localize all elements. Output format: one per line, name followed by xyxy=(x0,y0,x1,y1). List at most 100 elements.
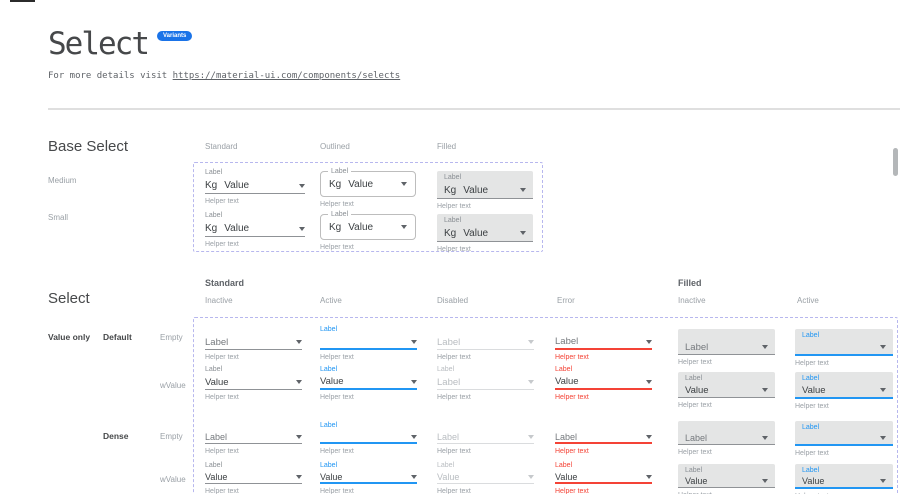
row-default-empty: Empty xyxy=(160,333,183,342)
field-placeholder: Label xyxy=(685,341,709,353)
helper-text: Helper text xyxy=(555,354,589,361)
row-group-value-only: Value only xyxy=(48,332,91,342)
select-dense-standard-disabled-wvalue: Label Value Helper text xyxy=(437,461,534,494)
base-col-outlined: Outlined xyxy=(320,142,350,151)
base-standard-small-select[interactable]: Label Kg Value Helper text xyxy=(205,211,305,248)
dropdown-arrow-icon xyxy=(411,379,417,384)
field-placeholder: Label xyxy=(555,336,579,347)
helper-text: Helper text xyxy=(205,354,239,361)
helper-text: Helper text xyxy=(437,488,471,494)
page-title: Select xyxy=(48,26,150,62)
field-label: Label xyxy=(437,462,455,469)
scrollbar-thumb[interactable] xyxy=(893,148,898,176)
field-label: Label xyxy=(555,462,573,469)
select-dense-filled-inactive-wvalue[interactable]: Label Value Helper text xyxy=(678,464,775,494)
field-label: Label xyxy=(205,462,223,469)
base-outlined-small-select[interactable]: Label Kg Value Helper text xyxy=(320,211,416,251)
helper-text: Helper text xyxy=(320,244,354,251)
helper-text: Helper text xyxy=(437,246,471,253)
dropdown-arrow-icon xyxy=(520,188,526,192)
helper-text: Helper text xyxy=(320,394,354,401)
select-dense-filled-inactive-empty[interactable]: Label Helper text xyxy=(678,421,775,456)
field-adornment: Kg xyxy=(329,178,342,190)
dropdown-arrow-icon xyxy=(411,339,417,344)
helper-text: Helper text xyxy=(795,360,829,367)
helper-text: Helper text xyxy=(555,394,589,401)
select-standard-inactive-wvalue[interactable]: Label Value Helper text xyxy=(205,365,302,401)
dropdown-arrow-icon xyxy=(528,380,534,384)
field-value: Value xyxy=(685,476,708,486)
field-value: Label xyxy=(437,376,461,388)
field-placeholder: Label xyxy=(437,336,461,348)
helper-text: Helper text xyxy=(320,201,354,208)
select-standard-active-empty[interactable]: Label Helper text xyxy=(320,325,417,361)
base-col-filled: Filled xyxy=(437,142,457,151)
helper-text: Helper text xyxy=(205,198,239,205)
select-filled-inactive-wvalue[interactable]: Label Value Helper text xyxy=(678,372,775,409)
dropdown-arrow-icon xyxy=(520,231,526,235)
dropdown-arrow-icon xyxy=(762,345,768,349)
select-dense-standard-inactive-empty[interactable]: Label Helper text xyxy=(205,421,302,455)
base-filled-medium-select[interactable]: Label Kg Value Helper text xyxy=(437,171,533,210)
dropdown-arrow-icon xyxy=(401,182,407,186)
base-outlined-medium-select[interactable]: Label Kg Value Helper text xyxy=(320,168,416,208)
dropdown-arrow-icon xyxy=(296,435,302,439)
select-standard-error-empty[interactable]: Label Helper text xyxy=(555,325,652,361)
field-label: Label xyxy=(320,422,338,429)
select-standard-active-wvalue[interactable]: Label Value Helper text xyxy=(320,365,417,401)
select-dense-standard-error-empty[interactable]: Label Helper text xyxy=(555,421,652,455)
field-adornment: Kg xyxy=(205,223,218,234)
select-standard-error-wvalue[interactable]: Label Value Helper text xyxy=(555,365,652,401)
field-value: Value xyxy=(802,384,826,396)
dropdown-arrow-icon xyxy=(880,436,886,440)
select-dense-standard-error-wvalue[interactable]: Label Value Helper text xyxy=(555,461,652,494)
col-filled-active: Active xyxy=(797,296,819,305)
field-placeholder: Label xyxy=(205,336,229,348)
base-row-small: Small xyxy=(48,213,69,222)
field-placeholder: Label xyxy=(685,433,708,443)
select-filled-active-wvalue[interactable]: Label Value Helper text xyxy=(795,372,893,410)
field-label: Label xyxy=(555,366,573,373)
helper-text: Helper text xyxy=(678,402,712,409)
select-dense-filled-active-empty[interactable]: Label Helper text xyxy=(795,421,893,457)
field-value: Value xyxy=(205,376,229,388)
dropdown-arrow-icon xyxy=(762,436,768,440)
base-col-standard: Standard xyxy=(205,142,238,151)
select-filled-inactive-empty[interactable]: Label Helper text xyxy=(678,329,775,366)
field-placeholder: Label xyxy=(555,431,578,442)
row-dense: Dense xyxy=(103,431,129,441)
select-standard-disabled-wvalue: Label Label Helper text xyxy=(437,365,534,401)
col-standard-inactive: Inactive xyxy=(205,296,233,305)
field-label: Label xyxy=(328,168,352,175)
field-value: Value xyxy=(320,471,343,482)
dropdown-arrow-icon xyxy=(299,226,305,231)
select-dense-filled-active-wvalue[interactable]: Label Value Helper text xyxy=(795,464,893,494)
subtitle-text: For more details visit xyxy=(48,71,173,81)
base-standard-medium-select[interactable]: Label Kg Value Helper text xyxy=(205,168,305,205)
helper-text: Helper text xyxy=(555,448,589,455)
select-dense-standard-inactive-wvalue[interactable]: Label Value Helper text xyxy=(205,461,302,494)
helper-text: Helper text xyxy=(437,354,471,361)
helper-text: Helper text xyxy=(678,359,712,366)
field-value: Value xyxy=(205,472,228,482)
col-standard-disabled: Disabled xyxy=(437,296,469,305)
docs-link[interactable]: https://material-ui.com/components/selec… xyxy=(172,71,401,81)
select-dense-standard-disabled-empty: Label Helper text xyxy=(437,421,534,455)
select-filled-active-empty[interactable]: Label Helper text xyxy=(795,329,893,367)
dropdown-arrow-icon xyxy=(646,339,652,344)
helper-text: Helper text xyxy=(205,394,239,401)
dropdown-arrow-icon xyxy=(296,380,302,384)
select-dense-standard-active-wvalue[interactable]: Label Value Helper text xyxy=(320,461,417,494)
select-dense-standard-active-empty[interactable]: Label Helper text xyxy=(320,421,417,455)
field-label: Label xyxy=(205,366,223,373)
field-label: Label xyxy=(328,211,352,218)
dropdown-arrow-icon xyxy=(299,183,305,188)
row-default-wvalue: wValue xyxy=(160,381,186,390)
dropdown-arrow-icon xyxy=(296,340,302,344)
subtitle: For more details visit https://material-… xyxy=(48,71,400,81)
base-filled-small-select[interactable]: Label Kg Value Helper text xyxy=(437,214,533,253)
select-standard-inactive-empty[interactable]: Label Helper text xyxy=(205,325,302,361)
helper-text: Helper text xyxy=(795,450,829,457)
field-label: Label xyxy=(685,467,703,474)
